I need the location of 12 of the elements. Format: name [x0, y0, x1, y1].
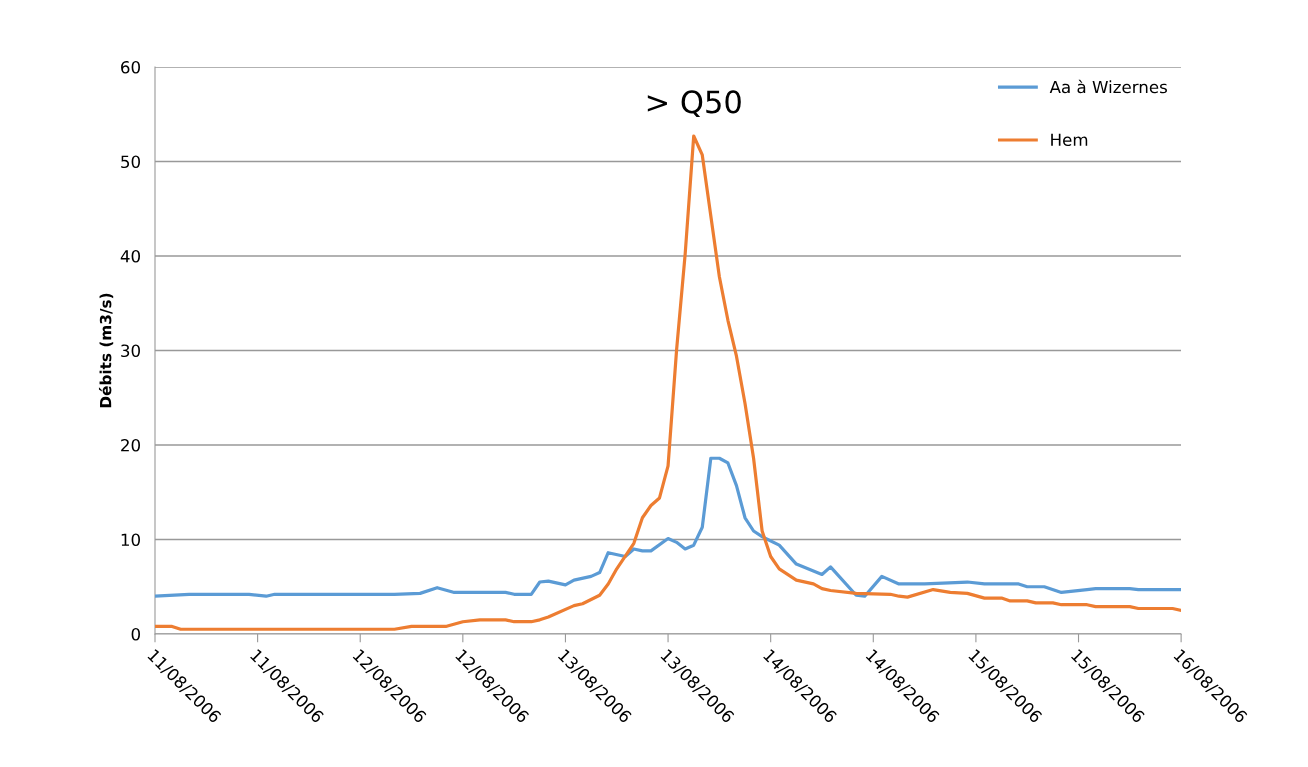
y-tick-label: 60	[121, 61, 140, 74]
y-tick-label: 30	[121, 344, 140, 358]
y-tick-label: 20	[121, 438, 140, 452]
legend-label: Aa à Wizernes	[1049, 79, 1167, 94]
y-tick-label: 10	[121, 533, 140, 547]
y-tick-label: 0	[131, 627, 140, 641]
legend-label: Hem	[1051, 133, 1088, 147]
line-series	[155, 456, 1182, 598]
annotation: > Q50	[647, 90, 741, 117]
y-tick-label: 40	[120, 249, 140, 263]
y-axis-title: Débits (m3/s)	[98, 293, 114, 408]
y-tick-label: 50	[121, 155, 140, 169]
